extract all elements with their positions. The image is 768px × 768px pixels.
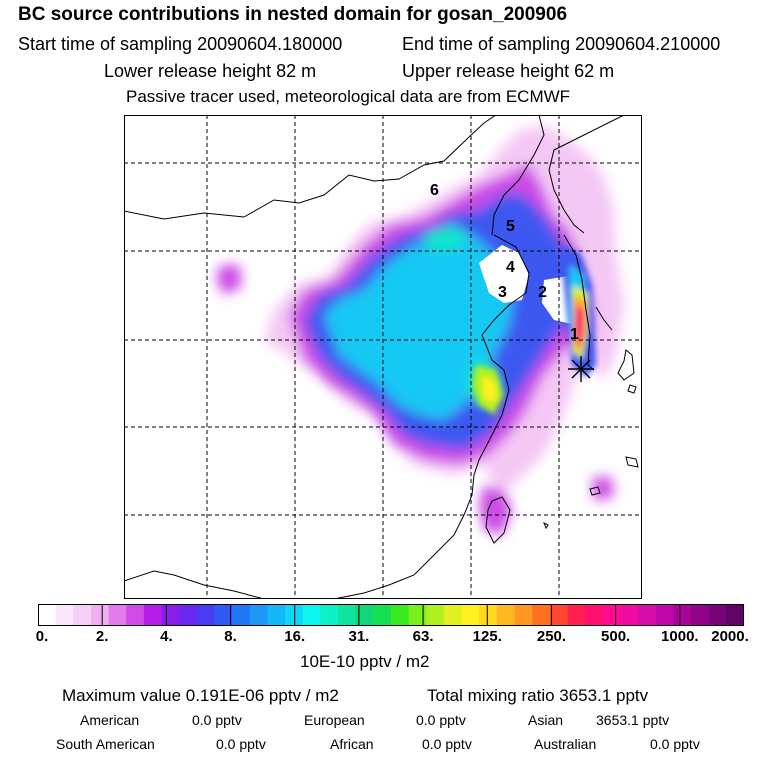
colorbar-cell: [338, 604, 357, 626]
colorbar-cell: [373, 604, 392, 626]
colorbar-cell: [267, 604, 286, 626]
region-name-american: American: [80, 712, 140, 728]
colorbar-cell: [55, 604, 74, 626]
region-name-european: European: [304, 712, 365, 728]
colorbar-tick-label: 250.: [536, 628, 567, 645]
colorbar-cell: [638, 604, 657, 626]
region-name-african: African: [330, 736, 374, 752]
colorbar-cell: [214, 604, 233, 626]
colorbar-cell: [532, 604, 551, 626]
colorbar-cell: [179, 604, 198, 626]
colorbar-cell: [302, 604, 321, 626]
colorbar-tick-label: 500.: [601, 628, 631, 645]
colorbar-cell: [602, 604, 621, 626]
bohai-sea: [479, 245, 529, 303]
lat-lon-grid: [124, 115, 642, 599]
region-value-south-american: 0.0 pptv: [216, 736, 266, 752]
colorbar-cell: [232, 604, 251, 626]
colorbar-cell: [443, 604, 463, 626]
upper-release-height: Upper release height 62 m: [402, 61, 615, 81]
concentration-map: 6 5 4 3 2 1: [124, 115, 642, 599]
colorbar-cell: [461, 604, 480, 626]
colorbar-cell: [708, 604, 727, 626]
colorbar-tick-label: 31.: [348, 628, 370, 645]
colorbar-tick-label: 1000.: [661, 628, 699, 645]
colorbar-cell: [90, 604, 110, 626]
colorbar-tick-label: 125.: [472, 628, 502, 645]
colorbar-cell: [249, 604, 268, 626]
colorbar-cell: [408, 604, 427, 626]
receptor-star-icon: [568, 356, 594, 382]
region-name-south-american: South American: [56, 736, 155, 752]
colorbar-tick-label: 2000.: [711, 628, 749, 645]
region-value-asian: 3653.1 pptv: [596, 712, 670, 728]
region-name-asian: Asian: [528, 712, 564, 728]
plot-title: BC source contributions in nested domain…: [18, 4, 568, 25]
colorbar-cell: [161, 604, 180, 626]
colorbar-cell: [479, 604, 498, 626]
maximum-value: Maximum value 0.191E-06 pptv / m2: [62, 686, 339, 705]
source-label-3: 3: [498, 284, 507, 301]
colorbar-cell: [426, 604, 445, 626]
region-value-australian: 0.0 pptv: [650, 736, 700, 752]
colorbar-cell: [726, 604, 744, 626]
source-label-2: 2: [538, 284, 547, 301]
plume-layer: [216, 125, 624, 535]
total-mixing-ratio: Total mixing ratio 3653.1 pptv: [427, 686, 649, 705]
source-label-1: 1: [570, 326, 579, 343]
colorbar-tick-label: 8.: [224, 628, 237, 645]
colorbar-cell: [143, 604, 163, 626]
colorbar-cell: [126, 604, 145, 626]
colorbar-cell: [320, 604, 339, 626]
colorbar-tick-label: 0.: [35, 628, 49, 645]
source-label-6: 6: [430, 182, 439, 199]
start-time: Start time of sampling 20090604.180000: [18, 34, 343, 54]
korea-hotspot: [560, 245, 596, 377]
colorbar-cell: [549, 604, 568, 626]
colorbar-cell: [514, 604, 533, 626]
region-name-australian: Australian: [534, 736, 597, 752]
source-label-5: 5: [506, 218, 515, 235]
colorbar-cell: [691, 604, 710, 626]
colorbar-cell: [655, 604, 674, 626]
tracer-note: Passive tracer used, meteorological data…: [126, 87, 571, 106]
colorbar-cell: [567, 604, 586, 626]
colorbar-cell: [73, 604, 92, 626]
colorbar-cell: [585, 604, 604, 626]
region-value-european: 0.0 pptv: [416, 712, 466, 728]
colorbar-cell: [620, 604, 639, 626]
colorbar-cell: [673, 604, 692, 626]
colorbar-units: 10E-10 pptv / m2: [300, 652, 430, 671]
colorbar-tick-label: 16.: [284, 628, 306, 645]
colorbar-cell: [38, 604, 57, 626]
region-value-american: 0.0 pptv: [192, 712, 242, 728]
lower-release-height: Lower release height 82 m: [104, 61, 317, 81]
coastlines: [124, 115, 639, 599]
source-label-4: 4: [506, 259, 515, 276]
colorbar-cell: [285, 604, 304, 626]
colorbar-tick-label: 63.: [412, 628, 434, 645]
colorbar-tick-label: 4.: [160, 628, 173, 645]
colorbar-cell: [355, 604, 374, 626]
colorbar: [38, 604, 744, 626]
colorbar-cell: [496, 604, 516, 626]
colorbar-cell: [391, 604, 410, 626]
colorbar-cell: [196, 604, 215, 626]
colorbar-cell: [108, 604, 127, 626]
colorbar-tick-label: 2.: [95, 628, 109, 645]
region-value-african: 0.0 pptv: [422, 736, 472, 752]
end-time: End time of sampling 20090604.210000: [402, 34, 721, 54]
